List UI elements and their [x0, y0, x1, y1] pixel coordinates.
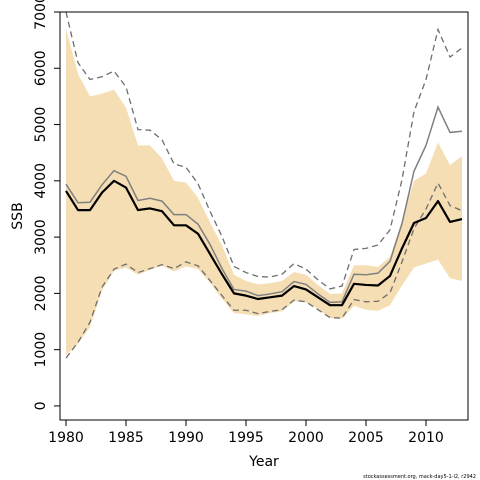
y-tick-label: 6000: [33, 50, 49, 86]
alternative-lower-line: [65, 181, 463, 359]
estimate-line: [65, 179, 463, 307]
x-tick-label: 1990: [168, 430, 204, 446]
y-tick-label: 4000: [33, 163, 49, 199]
alternative-upper-line: [65, 11, 463, 290]
x-axis: 1980 1985 1990 1995 2000 2005 2010: [48, 420, 444, 446]
y-axis-title: SSB: [10, 202, 26, 229]
footnote: stockassessment.org, mack-day5-1-l2, r29…: [363, 474, 476, 480]
y-tick-label: 5000: [33, 107, 49, 143]
y-tick-label: 3000: [33, 219, 49, 255]
y-tick-label: 1000: [33, 332, 49, 368]
x-tick-label: 2010: [408, 430, 444, 446]
x-tick-label: 1980: [48, 430, 84, 446]
x-tick-label: 2000: [288, 430, 324, 446]
confidence-band: [66, 28, 462, 356]
plot-area: [65, 11, 463, 359]
y-axis: 0 1000 2000 3000 4000 5000 6000 7000: [33, 0, 60, 410]
plot-frame: [59, 11, 469, 421]
x-axis-title: Year: [248, 454, 279, 470]
x-tick-label: 1995: [228, 430, 264, 446]
y-tick-label: 0: [33, 401, 49, 410]
x-tick-label: 1985: [108, 430, 144, 446]
y-tick-label: 7000: [33, 0, 49, 30]
alternative-line: [65, 105, 463, 304]
x-tick-label: 2005: [348, 430, 384, 446]
y-tick-label: 2000: [33, 276, 49, 312]
